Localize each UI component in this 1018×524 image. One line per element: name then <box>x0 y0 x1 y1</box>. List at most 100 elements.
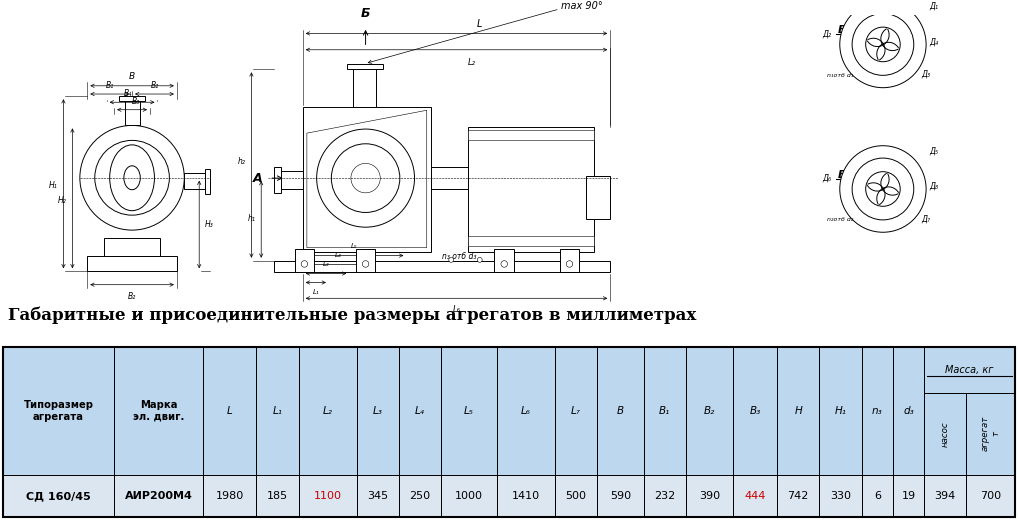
Bar <box>441 347 497 475</box>
Bar <box>298 347 356 475</box>
Bar <box>441 475 497 518</box>
Text: Марка
эл. двиг.: Марка эл. двиг. <box>133 400 184 421</box>
Text: H₁: H₁ <box>49 181 57 190</box>
Text: Д₇: Д₇ <box>921 214 930 223</box>
Bar <box>924 475 966 518</box>
Text: ВидА: ВидА <box>838 25 872 35</box>
Bar <box>861 347 893 475</box>
Text: L₆: L₆ <box>521 406 530 416</box>
Text: L₁: L₁ <box>273 406 283 416</box>
Text: Д₃: Д₃ <box>921 70 930 79</box>
Text: H₂: H₂ <box>58 195 66 205</box>
Text: 1980: 1980 <box>216 491 244 501</box>
Text: L: L <box>227 406 233 416</box>
Text: B₃: B₃ <box>749 406 760 416</box>
Bar <box>966 475 1015 518</box>
Text: Д₈: Д₈ <box>929 182 939 191</box>
Text: n₃ отб d₃: n₃ отб d₃ <box>442 252 476 260</box>
Text: n₃: n₃ <box>871 406 883 416</box>
Text: L: L <box>477 19 483 29</box>
Bar <box>257 475 298 518</box>
Text: А: А <box>253 172 263 184</box>
Text: 444: 444 <box>744 491 766 501</box>
Bar <box>861 475 893 518</box>
Text: B₂: B₂ <box>703 406 715 416</box>
Bar <box>819 475 861 518</box>
Bar <box>356 347 399 475</box>
Bar <box>184 172 207 189</box>
Text: 1000: 1000 <box>455 491 483 501</box>
Bar <box>203 347 257 475</box>
Bar <box>280 171 302 189</box>
Text: 6: 6 <box>873 491 881 501</box>
Bar <box>114 347 203 475</box>
Bar <box>88 256 177 271</box>
Text: n₂отб d₂: n₂отб d₂ <box>828 217 854 222</box>
Bar <box>353 66 377 107</box>
Circle shape <box>317 129 414 227</box>
Bar <box>104 237 161 256</box>
Bar <box>777 475 819 518</box>
Text: 330: 330 <box>830 491 851 501</box>
Circle shape <box>865 172 900 206</box>
Text: 394: 394 <box>935 491 956 501</box>
Bar <box>399 475 441 518</box>
Bar <box>274 260 610 272</box>
Text: 19: 19 <box>901 491 915 501</box>
Text: В₁: В₁ <box>106 81 114 90</box>
Text: Д₆: Д₆ <box>823 174 832 183</box>
Circle shape <box>79 125 184 230</box>
Bar <box>298 475 356 518</box>
Bar <box>467 127 593 252</box>
Bar <box>733 475 777 518</box>
Bar <box>431 168 467 189</box>
Text: 1410: 1410 <box>512 491 540 501</box>
Text: max 90°: max 90° <box>561 2 603 12</box>
Bar <box>206 169 210 194</box>
Bar <box>597 475 643 518</box>
Ellipse shape <box>124 166 140 190</box>
Bar <box>819 347 861 475</box>
Text: H₁: H₁ <box>835 406 847 416</box>
Text: h₂: h₂ <box>237 157 245 166</box>
Bar <box>643 475 686 518</box>
Text: L₂: L₂ <box>323 406 333 416</box>
Bar <box>3 347 114 475</box>
Bar <box>555 475 597 518</box>
Bar <box>924 347 1015 393</box>
Text: 1100: 1100 <box>314 491 342 501</box>
Bar <box>495 249 514 272</box>
Ellipse shape <box>110 145 155 211</box>
Text: ВидБ: ВидБ <box>838 169 872 179</box>
Bar <box>643 347 686 475</box>
Text: L₂: L₂ <box>467 58 475 67</box>
Text: В₄: В₄ <box>124 89 132 99</box>
Polygon shape <box>306 110 427 248</box>
Bar <box>356 475 399 518</box>
Text: n₁отб d₁: n₁отб d₁ <box>828 72 854 78</box>
Text: 500: 500 <box>565 491 586 501</box>
Text: Масса, кг: Масса, кг <box>946 365 994 375</box>
Bar <box>497 475 555 518</box>
Bar <box>124 99 139 125</box>
Text: В₂: В₂ <box>151 81 159 90</box>
Text: L₇: L₇ <box>571 406 580 416</box>
Text: Б: Б <box>360 7 371 20</box>
Bar <box>686 347 733 475</box>
Bar <box>257 347 298 475</box>
Text: 250: 250 <box>409 491 431 501</box>
Bar <box>3 475 114 518</box>
Text: L₅: L₅ <box>351 243 357 248</box>
Circle shape <box>840 1 926 88</box>
Text: H₃: H₃ <box>206 221 214 230</box>
Bar <box>733 347 777 475</box>
Text: насос: насос <box>941 421 950 446</box>
Text: Типоразмер
агрегата: Типоразмер агрегата <box>23 400 94 421</box>
Bar <box>114 475 203 518</box>
Circle shape <box>449 257 454 263</box>
Bar <box>399 347 441 475</box>
Bar <box>686 475 733 518</box>
Circle shape <box>852 158 914 220</box>
Bar <box>294 249 315 272</box>
Text: СД 160/45: СД 160/45 <box>26 491 91 501</box>
